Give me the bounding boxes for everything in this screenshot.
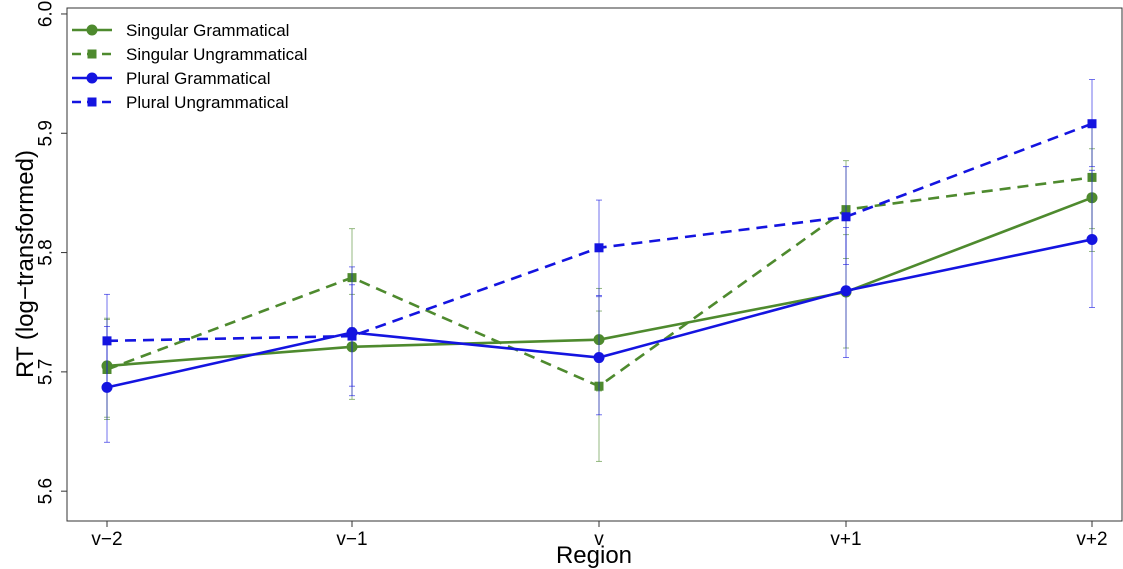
x-tick-label: v−1 xyxy=(336,529,367,550)
series-3 xyxy=(101,169,1098,443)
data-point xyxy=(347,331,357,341)
legend-marker xyxy=(86,24,98,36)
data-point xyxy=(841,212,851,222)
legend-label: Singular Ungrammatical xyxy=(126,45,307,64)
legend-label: Singular Grammatical xyxy=(126,21,289,40)
data-point xyxy=(594,243,604,253)
x-tick-label: v+1 xyxy=(830,529,861,550)
plot-frame xyxy=(66,7,1123,522)
legend-item: Singular Ungrammatical xyxy=(72,45,307,64)
legend-marker xyxy=(86,72,98,84)
y-tick-label: 5.9 xyxy=(36,120,57,146)
legend: Singular Grammatical Singular Ungrammatic… xyxy=(72,21,307,112)
y-tick-label: 5.7 xyxy=(36,359,57,385)
x-tick-label: v−2 xyxy=(91,529,122,550)
x-tick-label: v+2 xyxy=(1076,529,1107,550)
series-1 xyxy=(101,148,1098,418)
legend-item: Plural Grammatical xyxy=(72,69,271,88)
y-tick-label: 5.6 xyxy=(36,478,57,504)
series-layer xyxy=(101,79,1098,462)
y-axis: 5.6 5.7 5.8 5.9 6.0 xyxy=(36,1,67,504)
x-axis-title: Region xyxy=(556,542,632,569)
x-tick-label: v xyxy=(594,529,604,550)
y-tick-label: 5.8 xyxy=(36,239,57,265)
series-line xyxy=(106,122,1093,343)
series-line xyxy=(106,238,1093,389)
legend-item: Plural Ungrammatical xyxy=(72,93,289,112)
data-point xyxy=(593,352,605,364)
data-point xyxy=(1087,119,1097,129)
legend-marker xyxy=(87,97,97,107)
data-point xyxy=(102,336,112,346)
legend-marker xyxy=(87,49,97,59)
x-axis: v−2 v−1 v v+1 v+2 xyxy=(91,521,1108,550)
series-4 xyxy=(102,79,1097,389)
data-point xyxy=(840,285,852,297)
data-point xyxy=(1086,233,1098,245)
legend-label: Plural Ungrammatical xyxy=(126,93,289,112)
legend-label: Plural Grammatical xyxy=(126,69,271,88)
y-axis-title: RT (log−transformed) xyxy=(12,150,39,378)
legend-item: Singular Grammatical xyxy=(72,21,289,40)
y-tick-label: 6.0 xyxy=(36,1,57,27)
